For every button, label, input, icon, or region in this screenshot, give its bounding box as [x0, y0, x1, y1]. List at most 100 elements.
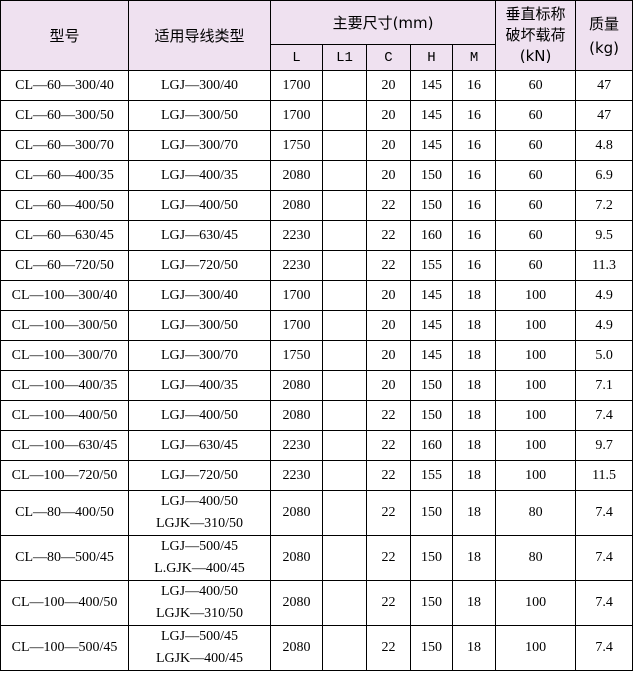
- header-load-unit: (kN): [519, 47, 552, 65]
- cell-L1: [322, 280, 367, 311]
- cell-C: 20: [366, 310, 411, 341]
- conductor-type: LGJK—310/50: [155, 606, 244, 621]
- table-row: CL—60—720/50 LGJ—720/50 2230 22 155 16 60 11.3: [0, 250, 634, 281]
- cell-H: 155: [410, 250, 453, 281]
- cell-model: CL—100—630/45: [0, 430, 129, 461]
- cell-L: 2230: [270, 430, 323, 461]
- cell-L1: [322, 310, 367, 341]
- cell-conductor: LGJ—400/35: [128, 160, 271, 191]
- cell-L: 2080: [270, 400, 323, 431]
- cell-conductor: LGJ—400/50 LGJK—310/50: [128, 580, 271, 626]
- cell-M: 18: [451, 310, 497, 341]
- cell-conductor: LGJ—400/50: [128, 400, 271, 431]
- table-row: CL—100—300/40 LGJ—300/40 1700 20 145 18 100 4.9: [0, 280, 634, 311]
- table-row: CL—80—400/50 LGJ—400/50 LGJK—310/50 2080 22 1…: [0, 490, 634, 536]
- cell-conductor: LGJ—400/50 LGJK—310/50: [128, 490, 271, 536]
- table-row: CL—100—400/50 LGJ—400/50 2080 22 150 18 100 7.4: [0, 400, 634, 431]
- cell-load: 60: [495, 190, 577, 221]
- conductor-type: LGJ—630/45: [161, 227, 238, 243]
- cell-model: CL—100—300/70: [0, 340, 129, 371]
- cell-C: 20: [366, 160, 411, 191]
- header-mass: 质量 (kg): [575, 0, 634, 71]
- cell-C: 22: [366, 490, 411, 536]
- cell-H: 145: [410, 100, 453, 131]
- cell-load: 100: [495, 310, 577, 341]
- cell-L: 2080: [270, 370, 323, 401]
- cell-conductor: LGJ—630/45: [128, 430, 271, 461]
- cell-conductor: LGJ—300/50: [128, 100, 271, 131]
- header-dimensions: 主要尺寸(mm): [269, 0, 497, 45]
- cell-H: 150: [410, 190, 453, 221]
- cell-L1: [322, 400, 367, 431]
- header-load: 垂直标称 破坏载荷 (kN): [495, 0, 577, 71]
- table-body: CL—60—300/40 LGJ—300/40 1700 20 145 16 60 47 CL—…: [0, 70, 634, 671]
- conductor-type: LGJ—500/45: [161, 539, 238, 554]
- cell-load: 60: [495, 220, 577, 251]
- cell-C: 20: [366, 100, 411, 131]
- cell-load: 60: [495, 100, 577, 131]
- header-load-line1: 垂直标称: [505, 5, 566, 23]
- cell-model: CL—100—300/50: [0, 310, 129, 341]
- cell-mass: 11.3: [575, 250, 634, 281]
- cell-model: CL—60—300/50: [0, 100, 129, 131]
- cell-model: CL—60—400/35: [0, 160, 129, 191]
- conductor-type: L.GJK—400/45: [154, 561, 245, 576]
- cell-L1: [322, 580, 367, 626]
- cell-conductor: LGJ—300/40: [128, 70, 271, 101]
- cell-M: 18: [451, 370, 497, 401]
- cell-L1: [322, 100, 367, 131]
- cell-conductor: LGJ—500/45 L.GJK—400/45: [128, 535, 271, 581]
- conductor-type: LGJ—400/50: [161, 494, 238, 509]
- cell-L: 1700: [270, 70, 323, 101]
- cell-load: 80: [495, 535, 577, 581]
- cell-C: 20: [366, 340, 411, 371]
- cell-C: 22: [366, 220, 411, 251]
- cell-C: 20: [366, 370, 411, 401]
- cell-L: 2230: [270, 250, 323, 281]
- cell-C: 22: [366, 250, 411, 281]
- cell-load: 100: [495, 460, 577, 491]
- cell-H: 150: [410, 370, 453, 401]
- cell-C: 20: [366, 280, 411, 311]
- cell-mass: 9.5: [575, 220, 634, 251]
- cell-load: 60: [495, 160, 577, 191]
- cell-model: CL—60—630/45: [0, 220, 129, 251]
- cell-load: 60: [495, 250, 577, 281]
- table-row: CL—100—500/45 LGJ—500/45 LGJK—400/45 2080 22…: [0, 625, 634, 671]
- cell-load: 100: [495, 370, 577, 401]
- table-row: CL—100—400/35 LGJ—400/35 2080 20 150 18 100 7.1: [0, 370, 634, 401]
- cell-M: 16: [451, 250, 497, 281]
- cell-mass: 7.4: [575, 400, 634, 431]
- cell-mass: 4.9: [575, 310, 634, 341]
- cell-H: 145: [410, 340, 453, 371]
- table-row: CL—100—630/45 LGJ—630/45 2230 22 160 18 100 9.7: [0, 430, 634, 461]
- header-L1: L1: [322, 44, 367, 71]
- cell-M: 18: [451, 535, 497, 581]
- conductor-type: LGJ—400/50: [161, 584, 238, 599]
- cell-L1: [322, 220, 367, 251]
- conductor-type: LGJ—500/45: [161, 629, 238, 644]
- cell-L: 2080: [270, 160, 323, 191]
- cell-H: 160: [410, 430, 453, 461]
- cell-M: 18: [451, 400, 497, 431]
- conductor-type: LGJK—400/45: [155, 651, 244, 666]
- cell-mass: 6.9: [575, 160, 634, 191]
- table-row: CL—60—300/70 LGJ—300/70 1750 20 145 16 60 4.8: [0, 130, 634, 161]
- cell-model: CL—100—400/35: [0, 370, 129, 401]
- cell-H: 145: [410, 280, 453, 311]
- cell-L1: [322, 370, 367, 401]
- cell-H: 160: [410, 220, 453, 251]
- table-row: CL—100—720/50 LGJ—720/50 2230 22 155 18 100 11.…: [0, 460, 634, 491]
- cell-C: 22: [366, 460, 411, 491]
- cell-mass: 7.4: [575, 580, 634, 626]
- cell-L1: [322, 535, 367, 581]
- cell-L1: [322, 190, 367, 221]
- cell-load: 80: [495, 490, 577, 536]
- cell-L1: [322, 70, 367, 101]
- cell-C: 22: [366, 535, 411, 581]
- cell-model: CL—100—300/40: [0, 280, 129, 311]
- cell-mass: 4.9: [575, 280, 634, 311]
- conductor-type: LGJ—300/70: [161, 347, 238, 363]
- cell-M: 18: [451, 625, 497, 671]
- cell-L1: [322, 430, 367, 461]
